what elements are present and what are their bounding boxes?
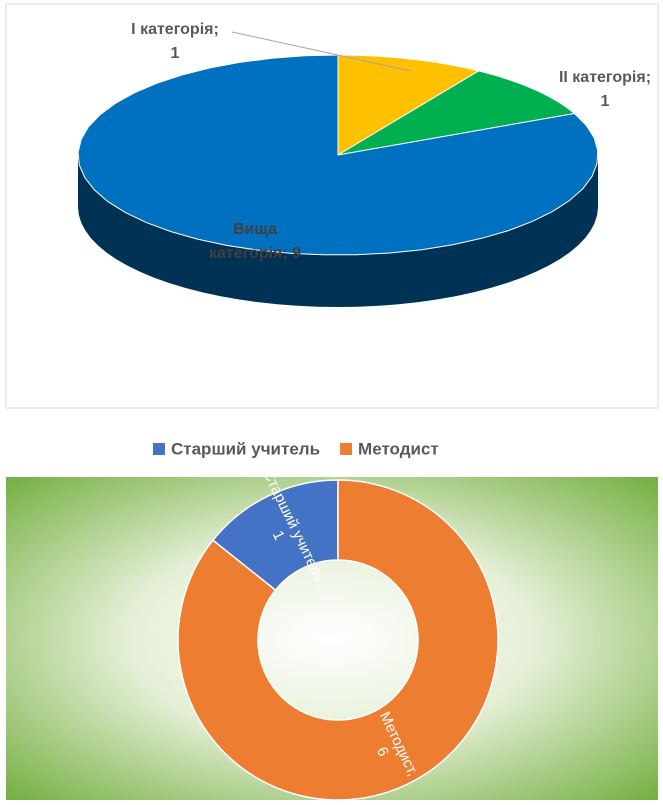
data-label: ІІ категорія; 1 (559, 69, 651, 110)
label-line: категорія; 9 (209, 245, 301, 262)
legend-swatch (153, 443, 165, 455)
slice (77, 54, 599, 256)
label-line: 1 (171, 45, 180, 62)
label-line: Вища (233, 221, 277, 238)
label-line: 1 (601, 93, 610, 110)
slice-side (78, 155, 598, 307)
legend-label: Старший учитель (171, 439, 320, 458)
pie-chart: І категорія; 1 ІІ категорія; 1 Вища категорія… (77, 21, 651, 307)
legend-swatch (340, 443, 353, 455)
label-line: І категорія; (131, 21, 219, 38)
slice (337, 70, 576, 156)
slice (337, 54, 480, 156)
legend-label: Методист (358, 439, 439, 458)
ring-slice (177, 479, 499, 801)
data-label: І категорія; 1 (131, 21, 219, 62)
label-line: ІІ категорія; (559, 69, 651, 86)
data-label: Вища категорія; 9 (209, 221, 301, 262)
leader-line (231, 31, 412, 72)
